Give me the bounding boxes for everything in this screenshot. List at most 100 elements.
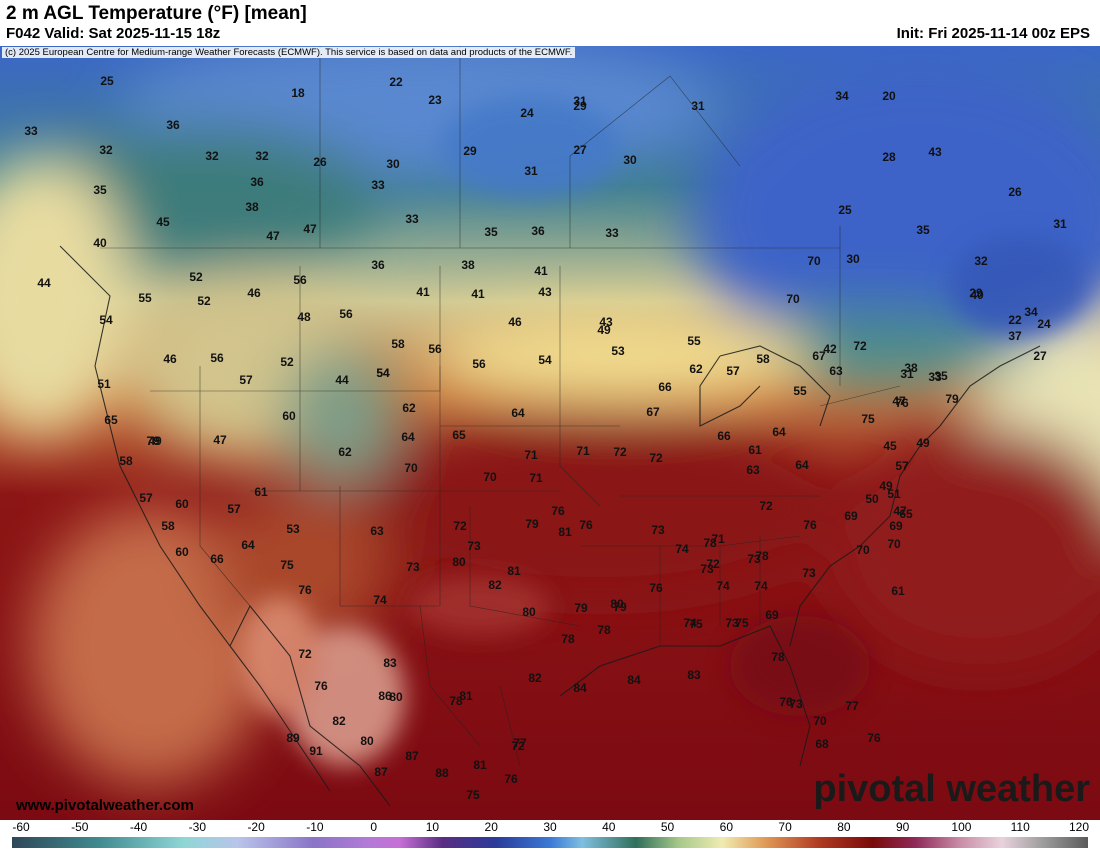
temperature-value: 23 bbox=[428, 93, 442, 107]
temperature-value: 67 bbox=[646, 405, 660, 419]
temperature-value: 47 bbox=[213, 433, 227, 447]
temperature-value: 80 bbox=[522, 605, 536, 619]
temperature-value: 49 bbox=[879, 479, 893, 493]
temperature-value: 31 bbox=[1053, 217, 1067, 231]
legend-tick-label: 50 bbox=[660, 820, 675, 834]
temperature-value: 64 bbox=[772, 425, 786, 439]
map-title: 2 m AGL Temperature (°F) [mean] bbox=[6, 3, 307, 24]
temperature-value: 76 bbox=[803, 518, 817, 532]
temperature-value: 64 bbox=[511, 406, 525, 420]
legend-tick-label: -50 bbox=[71, 820, 89, 834]
temperature-value: 20 bbox=[882, 89, 896, 103]
temperature-value: 49 bbox=[597, 323, 611, 337]
temperature-value: 32 bbox=[974, 254, 988, 268]
temperature-value: 76 bbox=[779, 695, 793, 709]
temperature-value: 47 bbox=[892, 394, 906, 408]
temperature-value: 57 bbox=[139, 491, 153, 505]
temperature-value: 33 bbox=[24, 124, 38, 138]
temperature-value: 62 bbox=[338, 445, 352, 459]
temperature-value: 35 bbox=[916, 223, 930, 237]
temperature-value: 31 bbox=[691, 99, 705, 113]
temperature-value: 65 bbox=[899, 507, 913, 521]
temperature-value: 63 bbox=[370, 524, 384, 538]
temperature-value: 69 bbox=[765, 608, 779, 622]
temperature-value: 80 bbox=[610, 597, 624, 611]
temperature-value: 24 bbox=[520, 106, 534, 120]
temperature-map[interactable]: (c) 2025 European Centre for Medium-rang… bbox=[0, 46, 1100, 820]
temperature-value: 81 bbox=[558, 525, 572, 539]
temperature-value: 51 bbox=[887, 487, 901, 501]
temperature-value: 80 bbox=[452, 555, 466, 569]
temperature-value: 75 bbox=[735, 616, 749, 630]
temperature-value: 76 bbox=[504, 772, 518, 786]
temperature-value: 57 bbox=[895, 459, 909, 473]
temperature-value: 32 bbox=[99, 143, 113, 157]
temperature-value: 45 bbox=[883, 439, 897, 453]
temperature-value: 66 bbox=[717, 429, 731, 443]
temperature-value: 26 bbox=[1008, 185, 1022, 199]
temperature-value: 70 bbox=[887, 537, 901, 551]
temperature-value: 34 bbox=[835, 89, 849, 103]
temperature-value: 73 bbox=[406, 560, 420, 574]
temperature-value: 25 bbox=[100, 74, 114, 88]
temperature-value: 52 bbox=[197, 294, 211, 308]
temperature-value: 28 bbox=[882, 150, 896, 164]
temperature-value: 62 bbox=[402, 401, 416, 415]
temperature-value: 43 bbox=[538, 285, 552, 299]
temperature-value: 71 bbox=[524, 448, 538, 462]
temperature-value: 76 bbox=[579, 518, 593, 532]
legend-tick-label: -40 bbox=[129, 820, 148, 834]
temperature-value: 60 bbox=[175, 545, 189, 559]
temperature-value: 37 bbox=[1008, 329, 1022, 343]
temperature-value: 60 bbox=[282, 409, 296, 423]
temperature-value: 61 bbox=[748, 443, 762, 457]
temperature-value: 26 bbox=[313, 155, 327, 169]
legend-colorbar bbox=[12, 837, 1088, 848]
temperature-value: 61 bbox=[254, 485, 268, 499]
map-header: 2 m AGL Temperature (°F) [mean] F042 Val… bbox=[0, 0, 1100, 46]
temperature-value: 35 bbox=[484, 225, 498, 239]
temperature-value: 70 bbox=[786, 292, 800, 306]
legend-tick-label: 70 bbox=[778, 820, 792, 834]
temperature-value: 77 bbox=[513, 736, 527, 750]
temperature-value: 22 bbox=[389, 75, 403, 89]
temperature-value: 18 bbox=[291, 86, 305, 100]
temperature-value: 54 bbox=[376, 366, 390, 380]
temperature-value: 75 bbox=[280, 558, 294, 572]
temperature-value: 80 bbox=[360, 734, 374, 748]
temperature-value: 64 bbox=[401, 430, 415, 444]
temperature-value: 53 bbox=[286, 522, 300, 536]
temperature-value: 32 bbox=[255, 149, 269, 163]
temperature-value: 56 bbox=[428, 342, 442, 356]
temperature-value: 49 bbox=[148, 434, 162, 448]
temperature-value: 45 bbox=[156, 215, 170, 229]
temperature-value: 27 bbox=[573, 143, 587, 157]
temperature-value: 65 bbox=[452, 428, 466, 442]
temperature-value: 80 bbox=[389, 690, 403, 704]
temperature-value: 73 bbox=[467, 539, 481, 553]
temperature-value: 74 bbox=[683, 616, 697, 630]
temperature-value: 78 bbox=[771, 650, 785, 664]
temperature-value: 60 bbox=[175, 497, 189, 511]
copyright-notice: (c) 2025 European Centre for Medium-rang… bbox=[2, 47, 576, 58]
temperature-value: 36 bbox=[531, 224, 545, 238]
temperature-value: 70 bbox=[807, 254, 821, 268]
temperature-value: 55 bbox=[138, 291, 152, 305]
temperature-value: 72 bbox=[453, 519, 467, 533]
temperature-value: 58 bbox=[119, 454, 133, 468]
legend-tick-label: 60 bbox=[719, 820, 734, 834]
temperature-value: 31 bbox=[573, 94, 587, 108]
temperature-value: 86 bbox=[378, 689, 392, 703]
temperature-value: 71 bbox=[711, 532, 725, 546]
temperature-value: 38 bbox=[904, 361, 918, 375]
temperature-value: 41 bbox=[534, 264, 548, 278]
temperature-value: 46 bbox=[508, 315, 522, 329]
legend-tick-label: 30 bbox=[543, 820, 557, 834]
temperature-value: 70 bbox=[813, 714, 827, 728]
temperature-value: 52 bbox=[280, 355, 294, 369]
temperature-value: 35 bbox=[93, 183, 107, 197]
temperature-value: 68 bbox=[815, 737, 829, 751]
temperature-value: 65 bbox=[104, 413, 118, 427]
temperature-value: 72 bbox=[649, 451, 663, 465]
temperature-field bbox=[0, 46, 1100, 820]
